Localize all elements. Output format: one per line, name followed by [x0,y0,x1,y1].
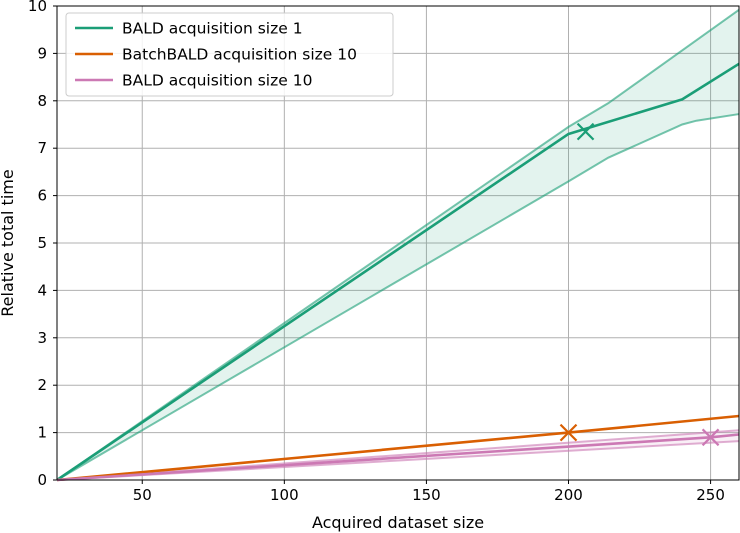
y-tick-label: 1 [37,424,47,442]
series-2-line [56,433,740,482]
marker-stroke [701,428,720,447]
y-tick-label: 9 [37,44,47,62]
y-tick-label: 6 [37,187,47,205]
series-1-line [56,414,740,482]
y-tick-label: 4 [37,281,47,299]
x-axis-label: Acquired dataset size [312,513,484,532]
y-tick-label: 7 [37,139,47,157]
legend-label: BALD acquisition size 1 [122,20,303,38]
series-0-band-lower [56,113,740,481]
legend-box [65,12,394,97]
x-tick-label: 100 [270,486,299,504]
marker-stroke [576,122,595,141]
y-axis-label: Relative total time [0,169,17,316]
legend-label: BatchBALD acquisition size 10 [122,46,357,64]
y-tick-label: 10 [28,0,47,15]
series-0-band-upper [56,8,740,481]
series-markers [559,122,720,447]
y-tick-label: 5 [37,234,47,252]
legend-label: BALD acquisition size 10 [122,72,312,90]
y-tick-label: 8 [37,92,47,110]
marker-stroke [559,423,578,442]
series-1-x-marker [559,423,578,442]
series-2-x-marker [701,428,720,447]
x-tick-label: 50 [133,486,152,504]
x-tick-label: 150 [412,486,441,504]
x-tick-label: 250 [696,486,725,504]
series-0-x-marker [576,122,595,141]
legend: BALD acquisition size 1 BatchBALD acquisi… [65,12,394,97]
series-0-line [56,62,740,482]
x-tick-label: 200 [554,486,583,504]
confidence-bands [56,8,740,481]
y-tick-label: 0 [37,471,47,489]
axis-ticks: 50 100 150 200 250 0 1 2 3 4 5 6 7 8 9 10 [28,0,725,504]
y-tick-label: 2 [37,376,47,394]
y-tick-label: 3 [37,329,47,347]
